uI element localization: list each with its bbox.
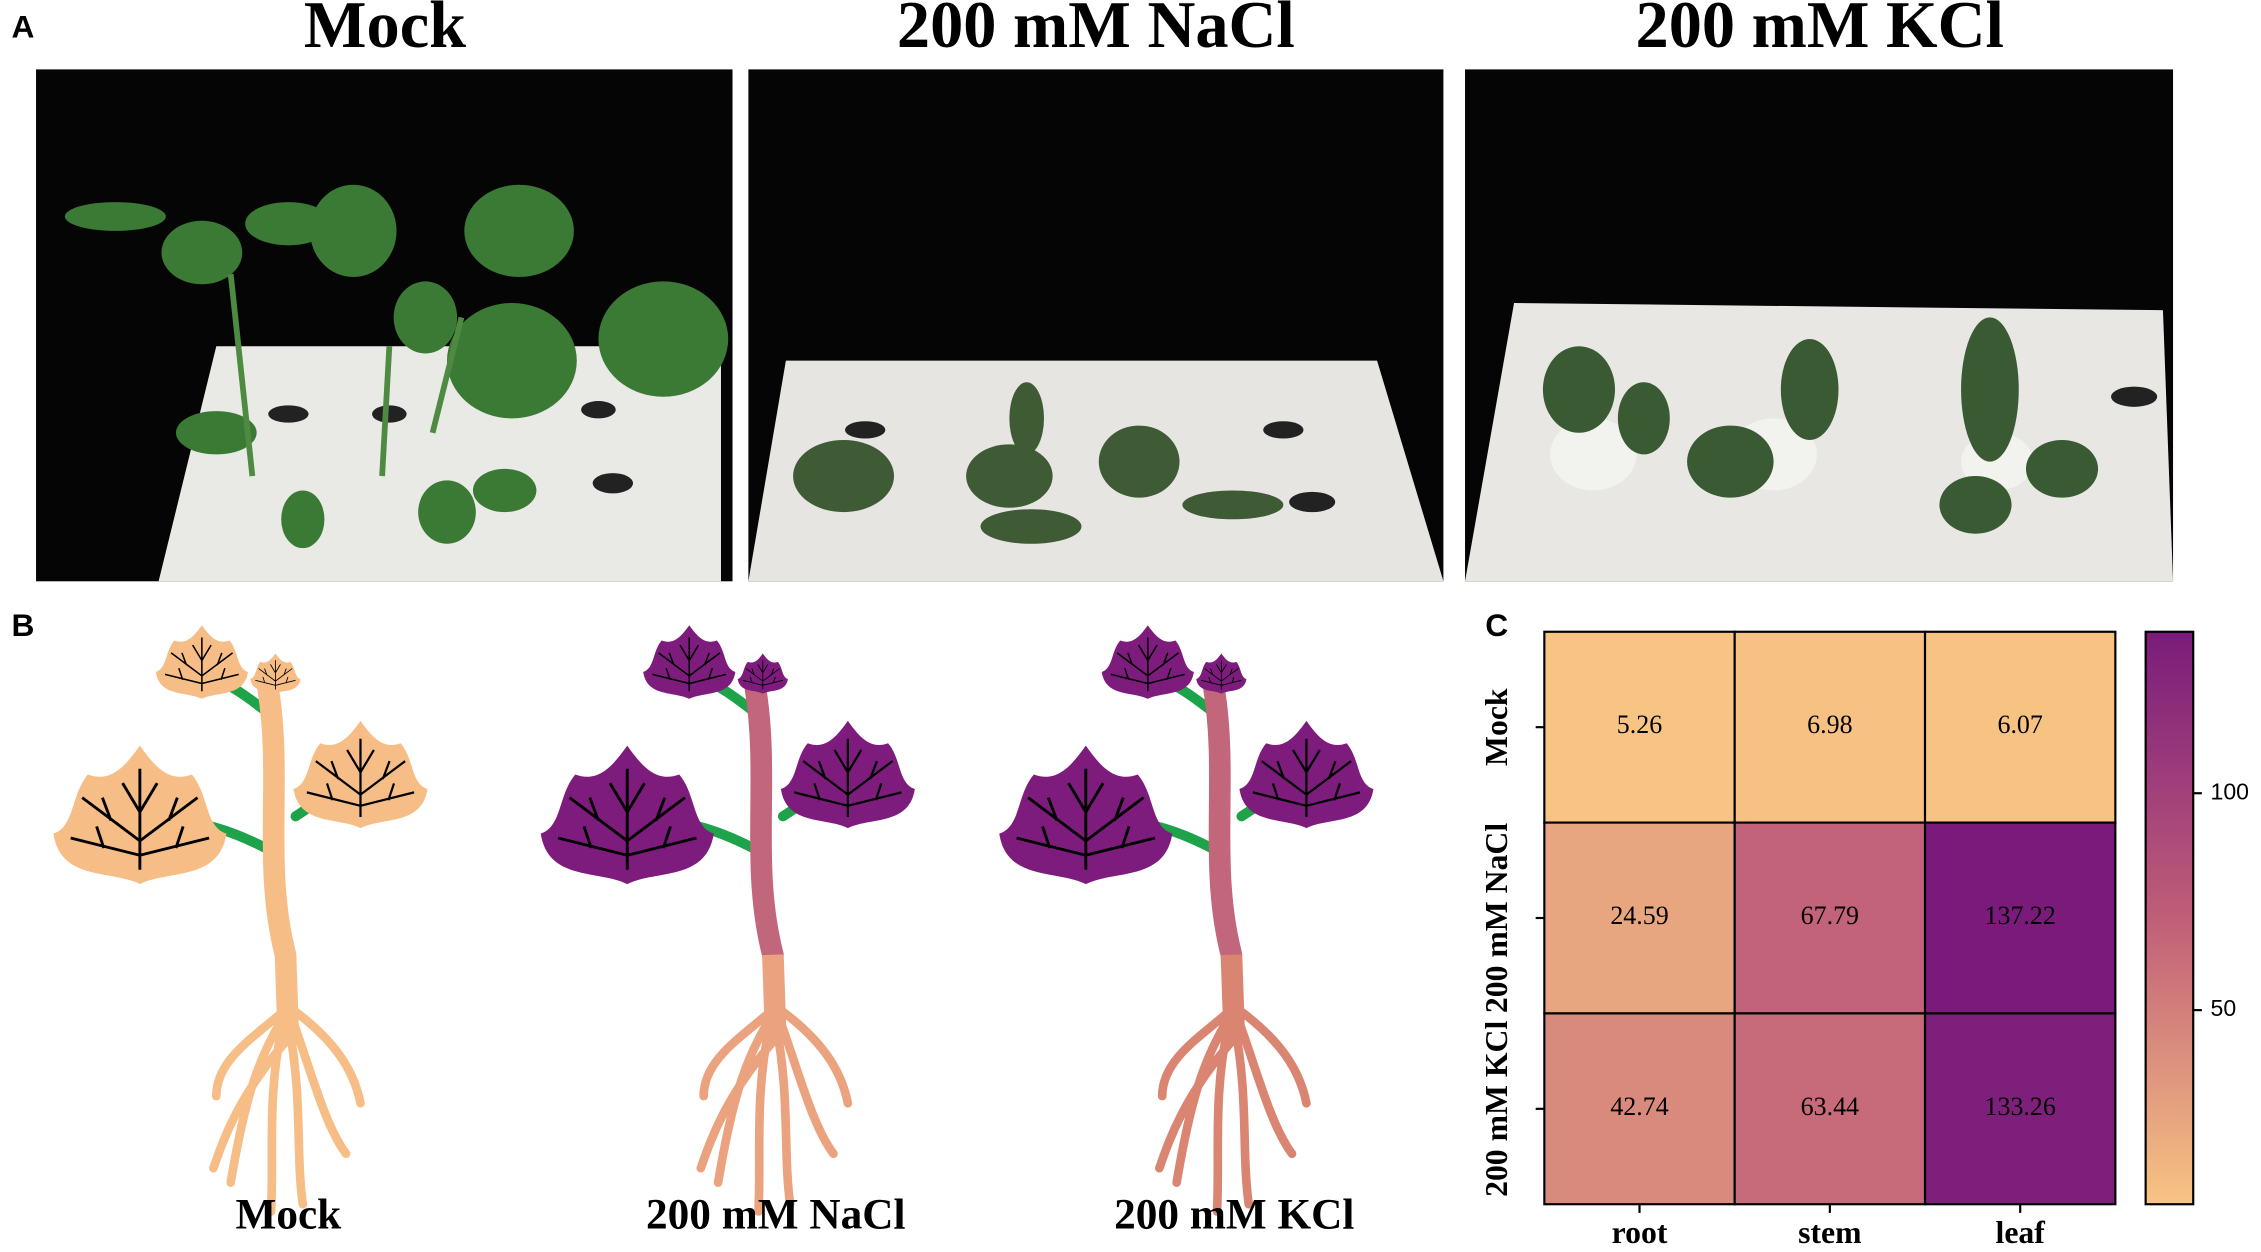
heatmap-cell bbox=[1923, 821, 2117, 1015]
column-label: root bbox=[1612, 1215, 1668, 1250]
cell-label: 5.26 bbox=[1617, 710, 1662, 739]
colorbar-tick-label: 100 bbox=[2211, 778, 2249, 804]
panel-label: B bbox=[12, 607, 35, 643]
heatmap: 5.26 6.98 6.07 Mock 24.59 67.79 137.22 200 mM N… bbox=[1479, 630, 2249, 1250]
plant-illustration bbox=[53, 625, 427, 1211]
heatmap-cell bbox=[1923, 1012, 2117, 1206]
column-label: leaf bbox=[1996, 1215, 2046, 1250]
plant-illustration bbox=[999, 625, 1373, 1211]
row-label: 200 mM NaCl bbox=[1479, 823, 1514, 1013]
cell-label: 6.07 bbox=[1997, 710, 2042, 739]
column-label: stem bbox=[1798, 1215, 1861, 1250]
row-label: 200 mM KCl bbox=[1479, 1021, 1514, 1197]
panel-label: C bbox=[1485, 607, 1508, 643]
cell-label: 6.98 bbox=[1807, 710, 1852, 739]
plant-label: Mock bbox=[236, 1191, 342, 1239]
plant-label: 200 mM KCl bbox=[1114, 1191, 1354, 1239]
heatmap-cell bbox=[1543, 630, 1736, 824]
cell-label: 67.79 bbox=[1801, 901, 1859, 930]
photo-title: 200 mM KCl bbox=[1636, 0, 2004, 62]
cell-label: 42.74 bbox=[1610, 1092, 1668, 1121]
cell-label: 63.44 bbox=[1801, 1092, 1859, 1121]
row-label: Mock bbox=[1479, 688, 1514, 766]
heatmap-cell bbox=[1733, 821, 1927, 1015]
photo bbox=[748, 69, 1444, 582]
heatmap-cell bbox=[1733, 1012, 1927, 1206]
colorbar bbox=[2144, 630, 2195, 1206]
heatmap-cell bbox=[1733, 630, 1927, 824]
plant-label: 200 mM NaCl bbox=[646, 1191, 905, 1239]
heatmap-cell bbox=[1923, 630, 2117, 824]
plant-illustration bbox=[541, 625, 915, 1211]
photo-title: Mock bbox=[304, 0, 466, 62]
colorbar-tick-label: 50 bbox=[2211, 995, 2237, 1021]
photo bbox=[1465, 69, 2174, 582]
cell-label: 24.59 bbox=[1610, 901, 1668, 930]
cell-label: 133.26 bbox=[1985, 1092, 2056, 1121]
photo-title: 200 mM NaCl bbox=[897, 0, 1295, 62]
panel-label: A bbox=[12, 8, 35, 44]
photo bbox=[36, 69, 733, 582]
cell-label: 137.22 bbox=[1985, 901, 2056, 930]
